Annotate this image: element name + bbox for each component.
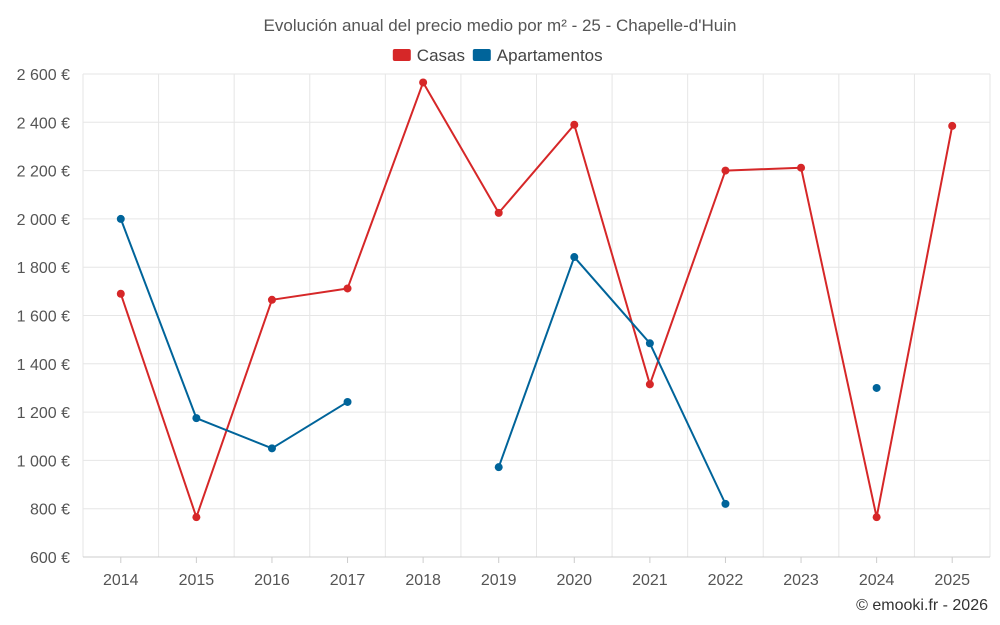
y-tick-label: 2 400 € — [17, 115, 70, 132]
legend-swatch-apartamentos — [472, 49, 491, 61]
point-casas-2019[interactable] — [494, 208, 503, 217]
x-tick-label: 2014 — [103, 572, 139, 589]
y-tick-label: 1 800 € — [17, 260, 70, 277]
x-tick-label: 2015 — [179, 572, 215, 589]
x-tick-label: 2018 — [405, 572, 441, 589]
series-apartamentos — [116, 214, 881, 508]
point-apartamentos-2024[interactable] — [872, 383, 881, 392]
x-tick-label: 2019 — [481, 572, 517, 589]
x-tick-label: 2016 — [254, 572, 290, 589]
point-apartamentos-2022[interactable] — [721, 499, 730, 508]
point-apartamentos-2021[interactable] — [645, 339, 654, 348]
series-line-apartamentos — [497, 256, 727, 505]
point-casas-2016[interactable] — [267, 295, 276, 304]
point-apartamentos-2020[interactable] — [570, 253, 579, 262]
point-apartamentos-2014[interactable] — [116, 214, 125, 223]
y-tick-label: 600 € — [30, 550, 70, 567]
chart-title: Evolución anual del precio medio por m² … — [264, 16, 737, 35]
x-tick-label: 2017 — [330, 572, 366, 589]
x-tick-label: 2022 — [708, 572, 744, 589]
axes: 600 € 800 € 1 000 € 1 200 € 1 400 € 1 600 € 1 … — [17, 67, 990, 589]
x-tick-label: 2021 — [632, 572, 668, 589]
point-casas-2020[interactable] — [570, 120, 579, 129]
series-line-casas — [119, 81, 954, 519]
y-tick-label: 1 200 € — [17, 405, 70, 422]
grid — [82, 73, 991, 558]
x-tick-label: 2024 — [859, 572, 895, 589]
series-casas — [116, 78, 957, 522]
y-tick-label: 1 600 € — [17, 309, 70, 326]
y-tick-label: 2 200 € — [17, 164, 70, 181]
y-tick-label: 2 000 € — [17, 212, 70, 229]
point-casas-2017[interactable] — [343, 284, 352, 293]
y-tick-label: 1 000 € — [17, 453, 70, 470]
credit-label: © emooki.fr - 2026 — [856, 597, 988, 614]
point-casas-2024[interactable] — [872, 513, 881, 522]
point-casas-2022[interactable] — [721, 166, 730, 175]
point-apartamentos-2016[interactable] — [267, 444, 276, 453]
legend-swatch-casas — [392, 49, 411, 61]
point-casas-2021[interactable] — [645, 380, 654, 389]
legend-label-casas[interactable]: Casas — [417, 46, 465, 65]
x-tick-label: 2020 — [556, 572, 592, 589]
point-apartamentos-2019[interactable] — [494, 463, 503, 472]
y-tick-label: 2 600 € — [17, 67, 70, 84]
point-casas-2015[interactable] — [192, 513, 201, 522]
y-tick-label: 1 400 € — [17, 357, 70, 374]
point-casas-2023[interactable] — [797, 163, 806, 172]
series-line-apartamentos — [119, 218, 349, 450]
point-apartamentos-2017[interactable] — [343, 397, 352, 406]
point-casas-2025[interactable] — [948, 121, 957, 130]
point-apartamentos-2015[interactable] — [192, 414, 201, 423]
y-tick-label: 800 € — [30, 502, 70, 519]
point-casas-2018[interactable] — [419, 78, 428, 87]
legend-label-apartamentos[interactable]: Apartamentos — [497, 46, 603, 65]
x-tick-label: 2025 — [934, 572, 970, 589]
x-tick-label: 2023 — [783, 572, 819, 589]
legend: Casas Apartamentos — [392, 46, 603, 65]
point-casas-2014[interactable] — [116, 289, 125, 298]
series-layer — [116, 78, 957, 522]
